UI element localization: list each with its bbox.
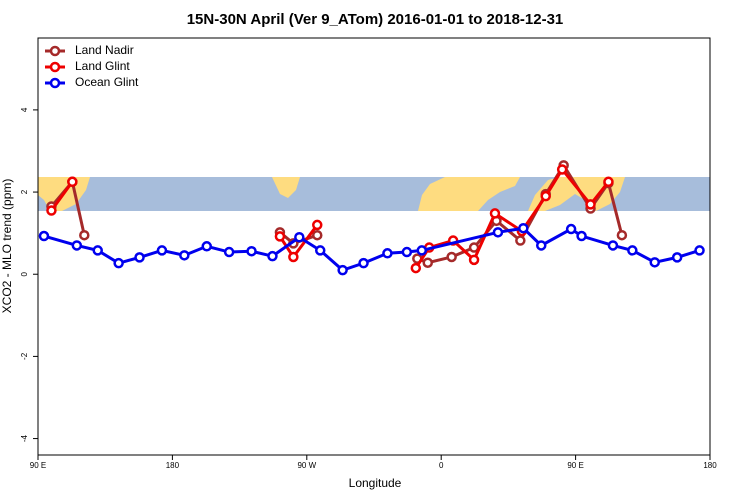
data-point — [671, 252, 683, 263]
data-point — [422, 257, 434, 268]
data-point — [607, 240, 619, 251]
data-point — [649, 257, 660, 268]
x-tick-label: 90 W — [297, 461, 316, 470]
data-point — [515, 235, 526, 246]
data-point — [694, 245, 705, 256]
data-point — [337, 264, 348, 276]
data-point — [358, 257, 369, 269]
x-axis-label: Longitude — [349, 476, 402, 490]
data-point — [201, 241, 212, 252]
data-point — [518, 222, 529, 234]
legend-label: Land Glint — [75, 59, 130, 73]
legend-marker — [49, 61, 61, 73]
data-point — [67, 176, 78, 188]
land-area — [272, 177, 300, 198]
y-tick-label: 0 — [20, 271, 29, 276]
legend-label: Ocean Glint — [75, 75, 139, 89]
plot-frame — [37, 37, 711, 456]
data-point — [382, 248, 393, 259]
data-point — [416, 245, 428, 256]
y-tick-label: 4 — [20, 107, 29, 112]
data-point — [556, 164, 568, 175]
data-point — [401, 246, 413, 258]
data-point — [492, 227, 504, 238]
data-point — [446, 251, 457, 263]
legend-marker — [49, 77, 61, 89]
y-tick-label: 2 — [20, 189, 29, 194]
data-point — [294, 232, 305, 243]
data-point — [314, 245, 326, 256]
data-point — [627, 245, 638, 256]
x-tick-label: 0 — [439, 461, 444, 470]
y-axis-label: XCO2 - MLO trend (ppm) — [0, 179, 14, 314]
data-point — [603, 176, 614, 188]
data-point — [585, 199, 596, 210]
data-point — [489, 208, 501, 219]
data-point — [468, 254, 480, 266]
data-point — [46, 205, 57, 216]
chart-title: 15N-30N April (Ver 9_ATom) 2016-01-01 to… — [187, 11, 564, 28]
data-point — [267, 250, 278, 262]
data-point — [312, 219, 323, 231]
x-tick-label: 180 — [166, 461, 180, 470]
data-point — [274, 231, 286, 242]
data-point — [246, 245, 257, 257]
x-tick-label: 90 E — [30, 461, 46, 470]
data-point — [565, 223, 577, 235]
data-point — [410, 262, 422, 274]
data-point — [38, 230, 50, 242]
legend-label: Land Nadir — [75, 43, 134, 57]
data-point — [179, 250, 190, 261]
data-point — [156, 245, 168, 256]
data-point — [576, 230, 587, 242]
data-point — [79, 229, 90, 241]
data-point — [71, 240, 83, 251]
data-point — [134, 252, 145, 263]
data-point — [288, 251, 299, 263]
data-point — [540, 190, 551, 202]
data-point — [536, 240, 547, 251]
x-tick-label: 180 — [703, 461, 717, 470]
data-point — [616, 229, 628, 241]
legend-marker — [49, 45, 61, 57]
data-point — [92, 245, 103, 256]
x-tick-label: 90 E — [567, 461, 583, 470]
series-line — [43, 226, 700, 272]
land-area — [418, 177, 520, 211]
data-point — [223, 246, 235, 258]
data-point — [113, 257, 124, 269]
data-point — [312, 229, 323, 241]
y-tick-label: -4 — [20, 434, 29, 442]
y-tick-label: -2 — [20, 352, 29, 360]
